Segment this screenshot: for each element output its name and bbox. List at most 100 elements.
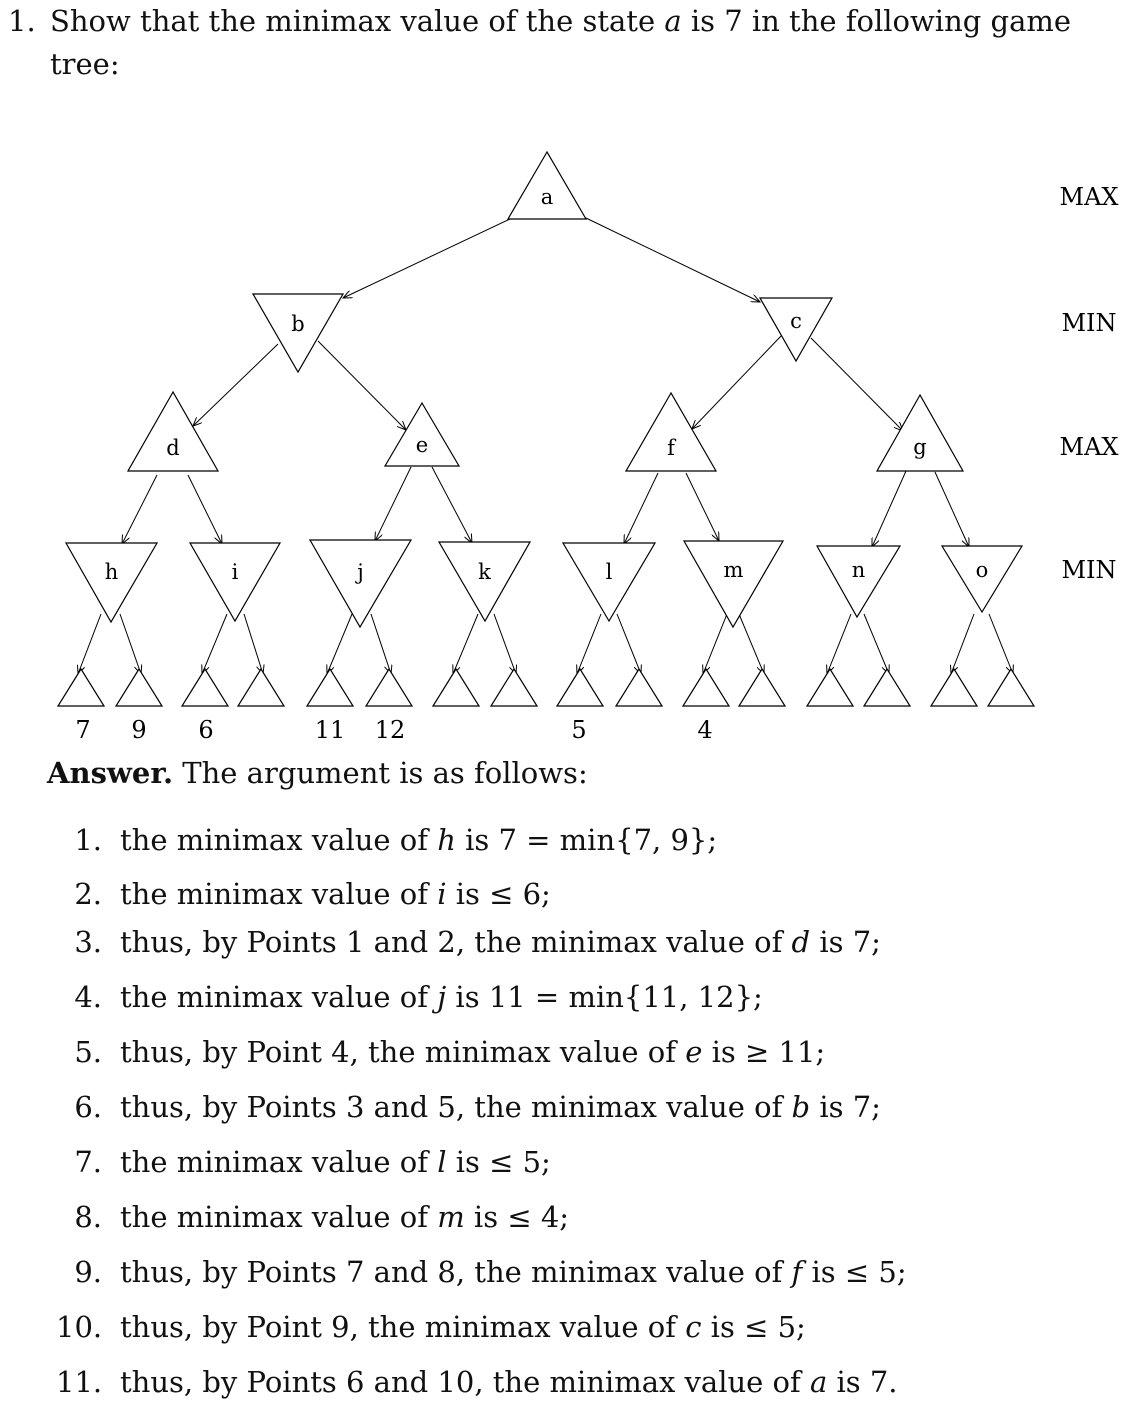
level-label: MAX (1060, 183, 1119, 211)
step-text-part: is 7; (810, 1090, 881, 1124)
leaf-node (180, 667, 230, 707)
tree-edge (624, 472, 659, 544)
leaf-node (56, 667, 106, 707)
step-text: the minimax value of l is ≤ 5; (120, 1142, 551, 1182)
question-text: Show that the minimax value of the state… (50, 0, 1118, 86)
leaf-value: 6 (198, 716, 213, 744)
step-text-part: the minimax value of (120, 877, 438, 911)
step-text: the minimax value of m is ≤ 4; (120, 1197, 569, 1237)
min-node-n (815, 545, 902, 619)
tree-edge (585, 217, 760, 302)
math-var: f (791, 1255, 803, 1289)
question-number: 1. (8, 4, 36, 38)
step-text-part: thus, by Point 9, the minimax value of (120, 1310, 686, 1344)
node-label-i: i (232, 560, 239, 584)
node-label-c: c (790, 309, 802, 333)
leaf-node (555, 667, 605, 707)
step-text: the minimax value of h is 7 = min{7, 9}; (120, 820, 717, 860)
step-number: 4. (74, 980, 102, 1014)
level-label: MAX (1060, 433, 1119, 461)
question-var: a (664, 4, 682, 38)
step-number: 5. (74, 1035, 102, 1069)
leaf-node (614, 667, 664, 707)
leaf-edge (738, 613, 764, 674)
tree-edge (810, 337, 903, 431)
step-text: the minimax value of i is ≤ 6; (120, 874, 551, 914)
step-text-part: is ≥ 11; (702, 1035, 826, 1069)
tree-nodes: a d e f g b c h i j k l m n o (64, 150, 1024, 629)
leaf-edge (493, 613, 516, 674)
step-text-part: thus, by Points 7 and 8, the minimax val… (120, 1255, 792, 1289)
leaf-value: 5 (571, 716, 586, 744)
question-text-after: is 7 in the following game tree: (50, 4, 1072, 81)
node-label-m: m (724, 558, 744, 582)
math-var: l (437, 1145, 447, 1179)
leaf-value: 12 (375, 716, 406, 744)
math-var: b (791, 1090, 811, 1124)
step-number: 7. (74, 1145, 102, 1179)
leaf-edge (78, 613, 102, 674)
math-var: i (437, 877, 447, 911)
step-number: 3. (74, 925, 102, 959)
node-label-k: k (478, 560, 491, 584)
step-text: thus, by Points 1 and 2, the minimax val… (120, 922, 881, 962)
node-label-j: j (354, 560, 364, 584)
leaf-node (431, 667, 481, 707)
step-text-part: thus, by Points 3 and 5, the minimax val… (120, 1090, 792, 1124)
leaf-node (805, 667, 855, 707)
math-var: a (809, 1365, 828, 1399)
math-var: h (437, 823, 456, 857)
leaf-edge (202, 613, 228, 674)
tree-edge (343, 218, 511, 298)
leaf-node (489, 667, 539, 707)
node-label-a: a (541, 185, 554, 209)
leaf-node (364, 667, 414, 707)
node-label-f: f (667, 436, 677, 460)
question-text-before: Show that the minimax value of the state (50, 4, 665, 38)
answer-intro: The argument is as follows: (182, 756, 588, 790)
min-node-j (308, 539, 413, 629)
node-label-n: n (852, 558, 866, 582)
step-text-part: the minimax value of (120, 1145, 438, 1179)
min-node-l (561, 542, 657, 623)
leaf-edge (703, 613, 728, 674)
leaf-node (929, 667, 979, 707)
tree-edge (122, 474, 158, 544)
tree-edge (317, 340, 406, 430)
step-text-part: is 7 = min{7, 9}; (455, 823, 718, 857)
step-text-part: is 7; (810, 925, 881, 959)
tree-leaves (56, 667, 1036, 707)
game-tree-diagram: a d e f g b c h i j k l m n o MAX MIN MAX MIN 7 9 6 11 12 5 4 (56, 150, 1119, 744)
answer-label: Answer. (47, 756, 174, 790)
step-text-part: is ≤ 5; (446, 1145, 551, 1179)
leaf-node (862, 667, 912, 707)
max-node-a (506, 150, 588, 220)
leaf-value: 11 (315, 716, 346, 744)
step-text-part: the minimax value of (120, 823, 438, 857)
step-text-part: is 11 = min{11, 12}; (446, 980, 763, 1014)
step-number: 10. (56, 1310, 103, 1344)
step-text-part: thus, by Point 4, the minimax value of (120, 1035, 686, 1069)
step-text-part: is ≤ 5; (701, 1310, 806, 1344)
node-label-b: b (291, 312, 304, 336)
step-number: 11. (56, 1365, 103, 1399)
min-node-k (437, 541, 532, 623)
leaf-node (737, 667, 787, 707)
step-text: thus, by Points 3 and 5, the minimax val… (120, 1087, 881, 1127)
step-number: 1. (74, 823, 102, 857)
max-node-g (875, 393, 965, 472)
max-node-e (383, 401, 461, 467)
tree-edge (934, 471, 969, 547)
node-label-d: d (166, 436, 179, 460)
node-label-o: o (976, 558, 989, 582)
level-label: MIN (1061, 556, 1116, 584)
leaf-value: 7 (75, 716, 90, 744)
node-label-l: l (606, 560, 613, 584)
leaf-node (236, 667, 286, 707)
step-text: the minimax value of j is 11 = min{11, 1… (120, 977, 763, 1017)
leaf-node (681, 667, 731, 707)
leaf-edge (988, 613, 1013, 674)
max-node-d (126, 390, 220, 472)
leaf-edge (327, 613, 353, 674)
